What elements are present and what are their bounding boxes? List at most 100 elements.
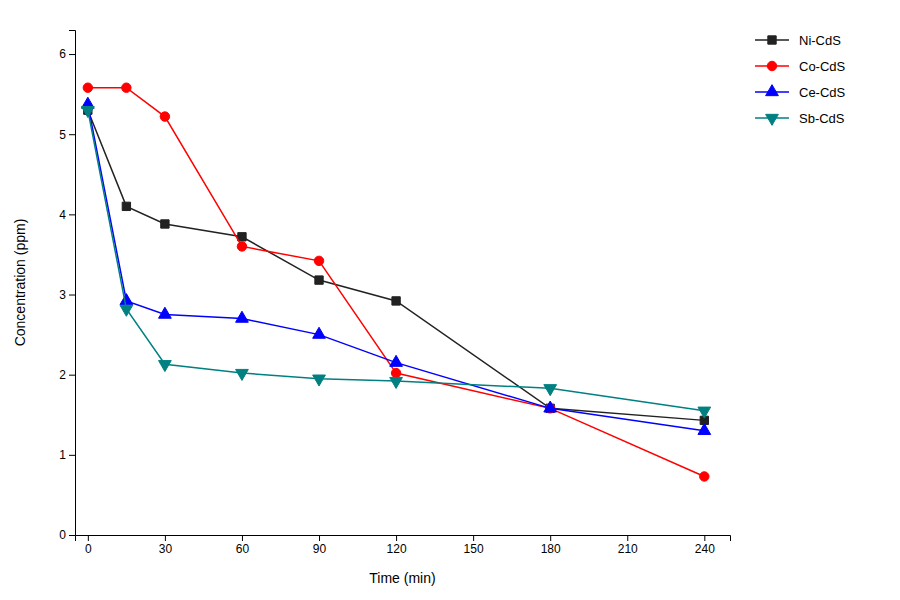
y-tick: 5 [59, 128, 75, 142]
series-point [160, 112, 169, 121]
y-tick: 3 [59, 288, 75, 302]
x-tick-mark [165, 535, 166, 541]
series-point [390, 355, 403, 366]
legend-symbol [768, 36, 776, 44]
x-tick-mark [319, 535, 320, 541]
legend-item: Co-CdS [755, 59, 846, 74]
y-tick-mark [69, 375, 75, 376]
series-point [122, 202, 130, 210]
series-point [392, 297, 400, 305]
series-point [314, 256, 323, 265]
legend-item: Ni-CdS [755, 33, 841, 48]
marks [81, 83, 710, 481]
y-tick: 4 [59, 208, 75, 222]
y-tick-mark [69, 134, 75, 135]
legend-symbol [767, 61, 776, 70]
x-tick: 90 [313, 535, 327, 556]
x-tick-label: 150 [464, 542, 484, 556]
x-tick-label: 240 [695, 542, 715, 556]
series-point [81, 106, 94, 117]
x-tick-label: 30 [159, 542, 173, 556]
plot: 0 30 60 90 120 150 180 210 240 0 1 2 3 4 5 6 Time (min) C… [12, 31, 731, 587]
x-axis: 0 30 60 90 120 150 180 210 240 [76, 535, 731, 556]
y-tick-mark [69, 535, 75, 536]
legend-item: Sb-CdS [755, 111, 845, 126]
series-point [122, 83, 131, 92]
x-tick: 120 [387, 535, 407, 556]
y-tick: 6 [59, 47, 75, 61]
series-point [161, 220, 169, 228]
y-tick-mark [69, 54, 75, 55]
x-tick-label: 60 [236, 542, 250, 556]
y-tick-label: 1 [59, 448, 66, 462]
series-point [390, 377, 403, 388]
chart: 0 30 60 90 120 150 180 210 240 0 1 2 3 4 5 6 Time (min) C… [0, 0, 900, 600]
series-point [159, 307, 172, 318]
x-tick-label: 180 [541, 542, 561, 556]
x-tick-label: 90 [313, 542, 327, 556]
y-tick: 2 [59, 368, 75, 382]
y-tick-label: 3 [59, 288, 66, 302]
x-tick-label: 210 [618, 542, 638, 556]
series-point [236, 369, 249, 380]
x-tick-mark [242, 535, 243, 541]
x-tick-mark [473, 535, 474, 541]
series-point [313, 375, 326, 386]
series-point [120, 305, 133, 316]
y-axis: 0 1 2 3 4 5 6 [59, 31, 75, 543]
series-line [88, 88, 704, 477]
y-tick: 1 [59, 448, 75, 462]
y-tick-mark [69, 295, 75, 296]
legend-symbol [766, 114, 779, 125]
y-tick-label: 2 [59, 368, 66, 382]
x-tick-mark [627, 535, 628, 541]
x-tick: 150 [464, 535, 484, 556]
series-line [88, 105, 704, 431]
series-point [313, 327, 326, 338]
y-tick-label: 5 [59, 128, 66, 142]
y-tick-mark [69, 455, 75, 456]
series-point [120, 294, 133, 305]
legend: Ni-CdS Co-CdS Ce-CdS Sb-CdS [755, 33, 846, 126]
x-tick: 210 [618, 535, 638, 556]
series-point [698, 423, 711, 434]
series-point [544, 385, 557, 396]
series-point [237, 242, 246, 251]
y-tick-mark [69, 214, 75, 215]
x-axis-line [76, 536, 731, 542]
series-point [544, 401, 557, 412]
x-tick-mark [704, 535, 705, 541]
y-axis-title: Concentration (ppm) [12, 219, 28, 347]
series-line [88, 110, 704, 420]
legend-label: Co-CdS [799, 59, 846, 74]
x-tick: 180 [541, 535, 561, 556]
x-tick: 240 [695, 535, 715, 556]
x-axis-title: Time (min) [369, 570, 435, 586]
legend-symbol [766, 85, 779, 96]
series-point [700, 472, 709, 481]
legend-label: Sb-CdS [799, 111, 845, 126]
legend-label: Ce-CdS [799, 85, 846, 100]
x-tick-mark [550, 535, 551, 541]
x-tick-mark [88, 535, 89, 541]
series-point [391, 368, 400, 377]
series-point [159, 361, 172, 372]
y-tick-label: 0 [59, 528, 66, 542]
x-tick-label: 120 [387, 542, 407, 556]
y-tick-label: 6 [59, 47, 66, 61]
legend-label: Ni-CdS [799, 33, 841, 48]
legend-item: Ce-CdS [755, 85, 846, 100]
series-point [236, 311, 249, 322]
y-axis-line [69, 31, 76, 536]
series-point [698, 407, 711, 418]
series-line [88, 110, 704, 411]
series-point [83, 83, 92, 92]
series-point [315, 276, 323, 284]
series-point [238, 233, 246, 241]
y-tick: 0 [59, 528, 75, 542]
y-tick-label: 4 [59, 208, 66, 222]
x-tick-label: 0 [85, 542, 92, 556]
x-tick: 30 [159, 535, 173, 556]
x-tick: 0 [85, 535, 92, 556]
x-tick-mark [396, 535, 397, 541]
